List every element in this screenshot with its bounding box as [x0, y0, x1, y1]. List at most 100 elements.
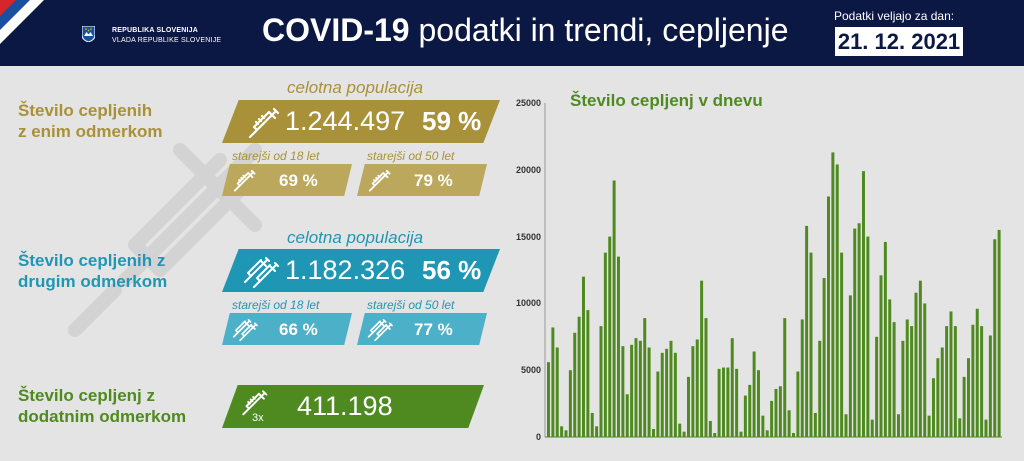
- first-dose-label-line1: Število cepljenih: [18, 101, 153, 120]
- first-dose-over18-pct: 69 %: [279, 171, 318, 190]
- chart-bar: [840, 252, 844, 437]
- chart-bar: [717, 368, 721, 437]
- booster-total-pill: 3x 411.198: [222, 385, 484, 428]
- chart-bar: [770, 400, 774, 437]
- chart-bar: [866, 236, 870, 437]
- chart-bar: [617, 256, 620, 437]
- chart-bar: [757, 370, 760, 437]
- first-dose-over18-label: starejši od 18 let: [232, 149, 320, 163]
- chart-bar: [713, 432, 717, 437]
- y-tick-label: 25000: [515, 98, 541, 108]
- chart-bar: [743, 395, 747, 437]
- chart-bar: [722, 367, 725, 437]
- second-dose-over18-label: starejši od 18 let: [232, 298, 320, 312]
- chart-bar: [813, 412, 817, 437]
- valid-date: 21. 12. 2021: [835, 27, 963, 56]
- booster-label-line1: Število cepljenj z: [18, 386, 155, 405]
- chart-bar: [778, 386, 782, 437]
- chart-bar: [848, 295, 852, 437]
- chart-bar: [687, 376, 690, 437]
- booster-total: 411.198: [297, 391, 393, 421]
- first-dose-label: Število cepljenih z enim odmerkom: [18, 100, 163, 142]
- y-tick-label: 20000: [515, 164, 541, 175]
- title-bold: COVID-19: [262, 12, 410, 48]
- chart-title: Število cepljenj v dnevu: [570, 91, 763, 110]
- chart-bar: [590, 412, 594, 437]
- chart-bar: [748, 384, 752, 437]
- chart-bar: [988, 335, 992, 437]
- chart-bar: [853, 228, 857, 437]
- chart-bar: [949, 311, 953, 437]
- second-dose-total-pct: 56 %: [422, 255, 482, 285]
- chart-bar: [682, 431, 686, 437]
- chart-bar: [971, 324, 975, 437]
- chart-bar: [857, 223, 861, 437]
- chart-bar: [660, 352, 664, 437]
- chart-bar: [739, 431, 743, 437]
- chart-bar: [625, 394, 629, 437]
- page-title: COVID-19 podatki in trendi, cepljenje: [262, 12, 789, 49]
- chart-bar: [700, 280, 704, 437]
- chart-bar: [910, 326, 914, 437]
- chart-bar: [914, 292, 918, 437]
- second-dose-over50-pill: 77 %: [357, 313, 487, 345]
- chart-bar: [883, 241, 887, 437]
- chart-bar: [564, 430, 568, 437]
- two-syringes-icon: [232, 318, 258, 341]
- chart-bar: [691, 346, 695, 437]
- chart-bar: [621, 346, 625, 437]
- valid-date-label: Podatki veljajo za dan:: [834, 9, 955, 23]
- booster-label-line2: dodatnim odmerkom: [18, 407, 187, 426]
- chart-bar: [643, 318, 647, 437]
- chart-bar: [980, 326, 984, 437]
- chart-bar: [822, 278, 826, 437]
- booster-label: Število cepljenj z dodatnim odmerkom: [18, 385, 186, 427]
- chart-bar: [630, 344, 634, 437]
- chart-bar: [967, 358, 970, 437]
- chart-bar: [603, 252, 607, 437]
- second-dose-label: Število cepljenih z drugim odmerkom: [18, 250, 167, 292]
- chart-bar: [730, 338, 734, 437]
- background-syringe-icon: [68, 143, 262, 337]
- chart-bar: [940, 347, 944, 437]
- chart-bar: [787, 410, 791, 437]
- chart-bar: [875, 336, 879, 437]
- chart-bar: [862, 171, 865, 437]
- header-bar: REPUBLIKA SLOVENIJA VLADA REPUBLIKE SLOV…: [0, 0, 1024, 66]
- first-dose-over50-pct: 79 %: [414, 171, 453, 190]
- y-tick-label: 15000: [515, 231, 541, 242]
- chart-bar: [726, 367, 730, 437]
- chart-bar: [918, 280, 922, 437]
- chart-bar: [608, 236, 612, 437]
- chart-bar: [958, 418, 962, 437]
- chart-bar: [547, 362, 550, 437]
- chart-bar: [783, 318, 787, 437]
- chart-bar: [652, 428, 655, 437]
- chart-bar: [805, 225, 809, 437]
- chart-bar: [993, 239, 997, 437]
- chart-bar: [761, 415, 765, 437]
- first-dose-total-pill: 1.244.497 59 %: [222, 100, 500, 143]
- chart-bar: [796, 371, 800, 437]
- chart-bar: [984, 419, 988, 437]
- chart-bar: [595, 426, 599, 437]
- gov-name-line2: VLADA REPUBLIKE SLOVENIJE: [112, 37, 222, 44]
- chart-bar: [936, 358, 940, 437]
- first-dose-over50-label: starejši od 50 let: [367, 149, 455, 163]
- chart-bar: [577, 316, 581, 437]
- chart-bar: [818, 340, 822, 437]
- chart-bar: [962, 376, 966, 437]
- second-dose-label-line1: Število cepljenih z: [18, 251, 166, 270]
- second-dose-total: 1.182.326: [285, 255, 406, 285]
- second-dose-label-line2: drugim odmerkom: [18, 272, 168, 291]
- flag-stripe-red: [0, 0, 16, 16]
- chart-bar: [809, 252, 813, 437]
- chart-bar: [945, 326, 949, 437]
- chart-bar: [844, 414, 848, 437]
- chart-bar: [879, 275, 883, 437]
- gov-name-line1: REPUBLIKA SLOVENIJA: [112, 27, 198, 34]
- chart-bar: [656, 371, 660, 437]
- chart-bar: [708, 420, 712, 437]
- y-tick-label: 10000: [515, 298, 541, 309]
- chart-bar: [923, 303, 927, 437]
